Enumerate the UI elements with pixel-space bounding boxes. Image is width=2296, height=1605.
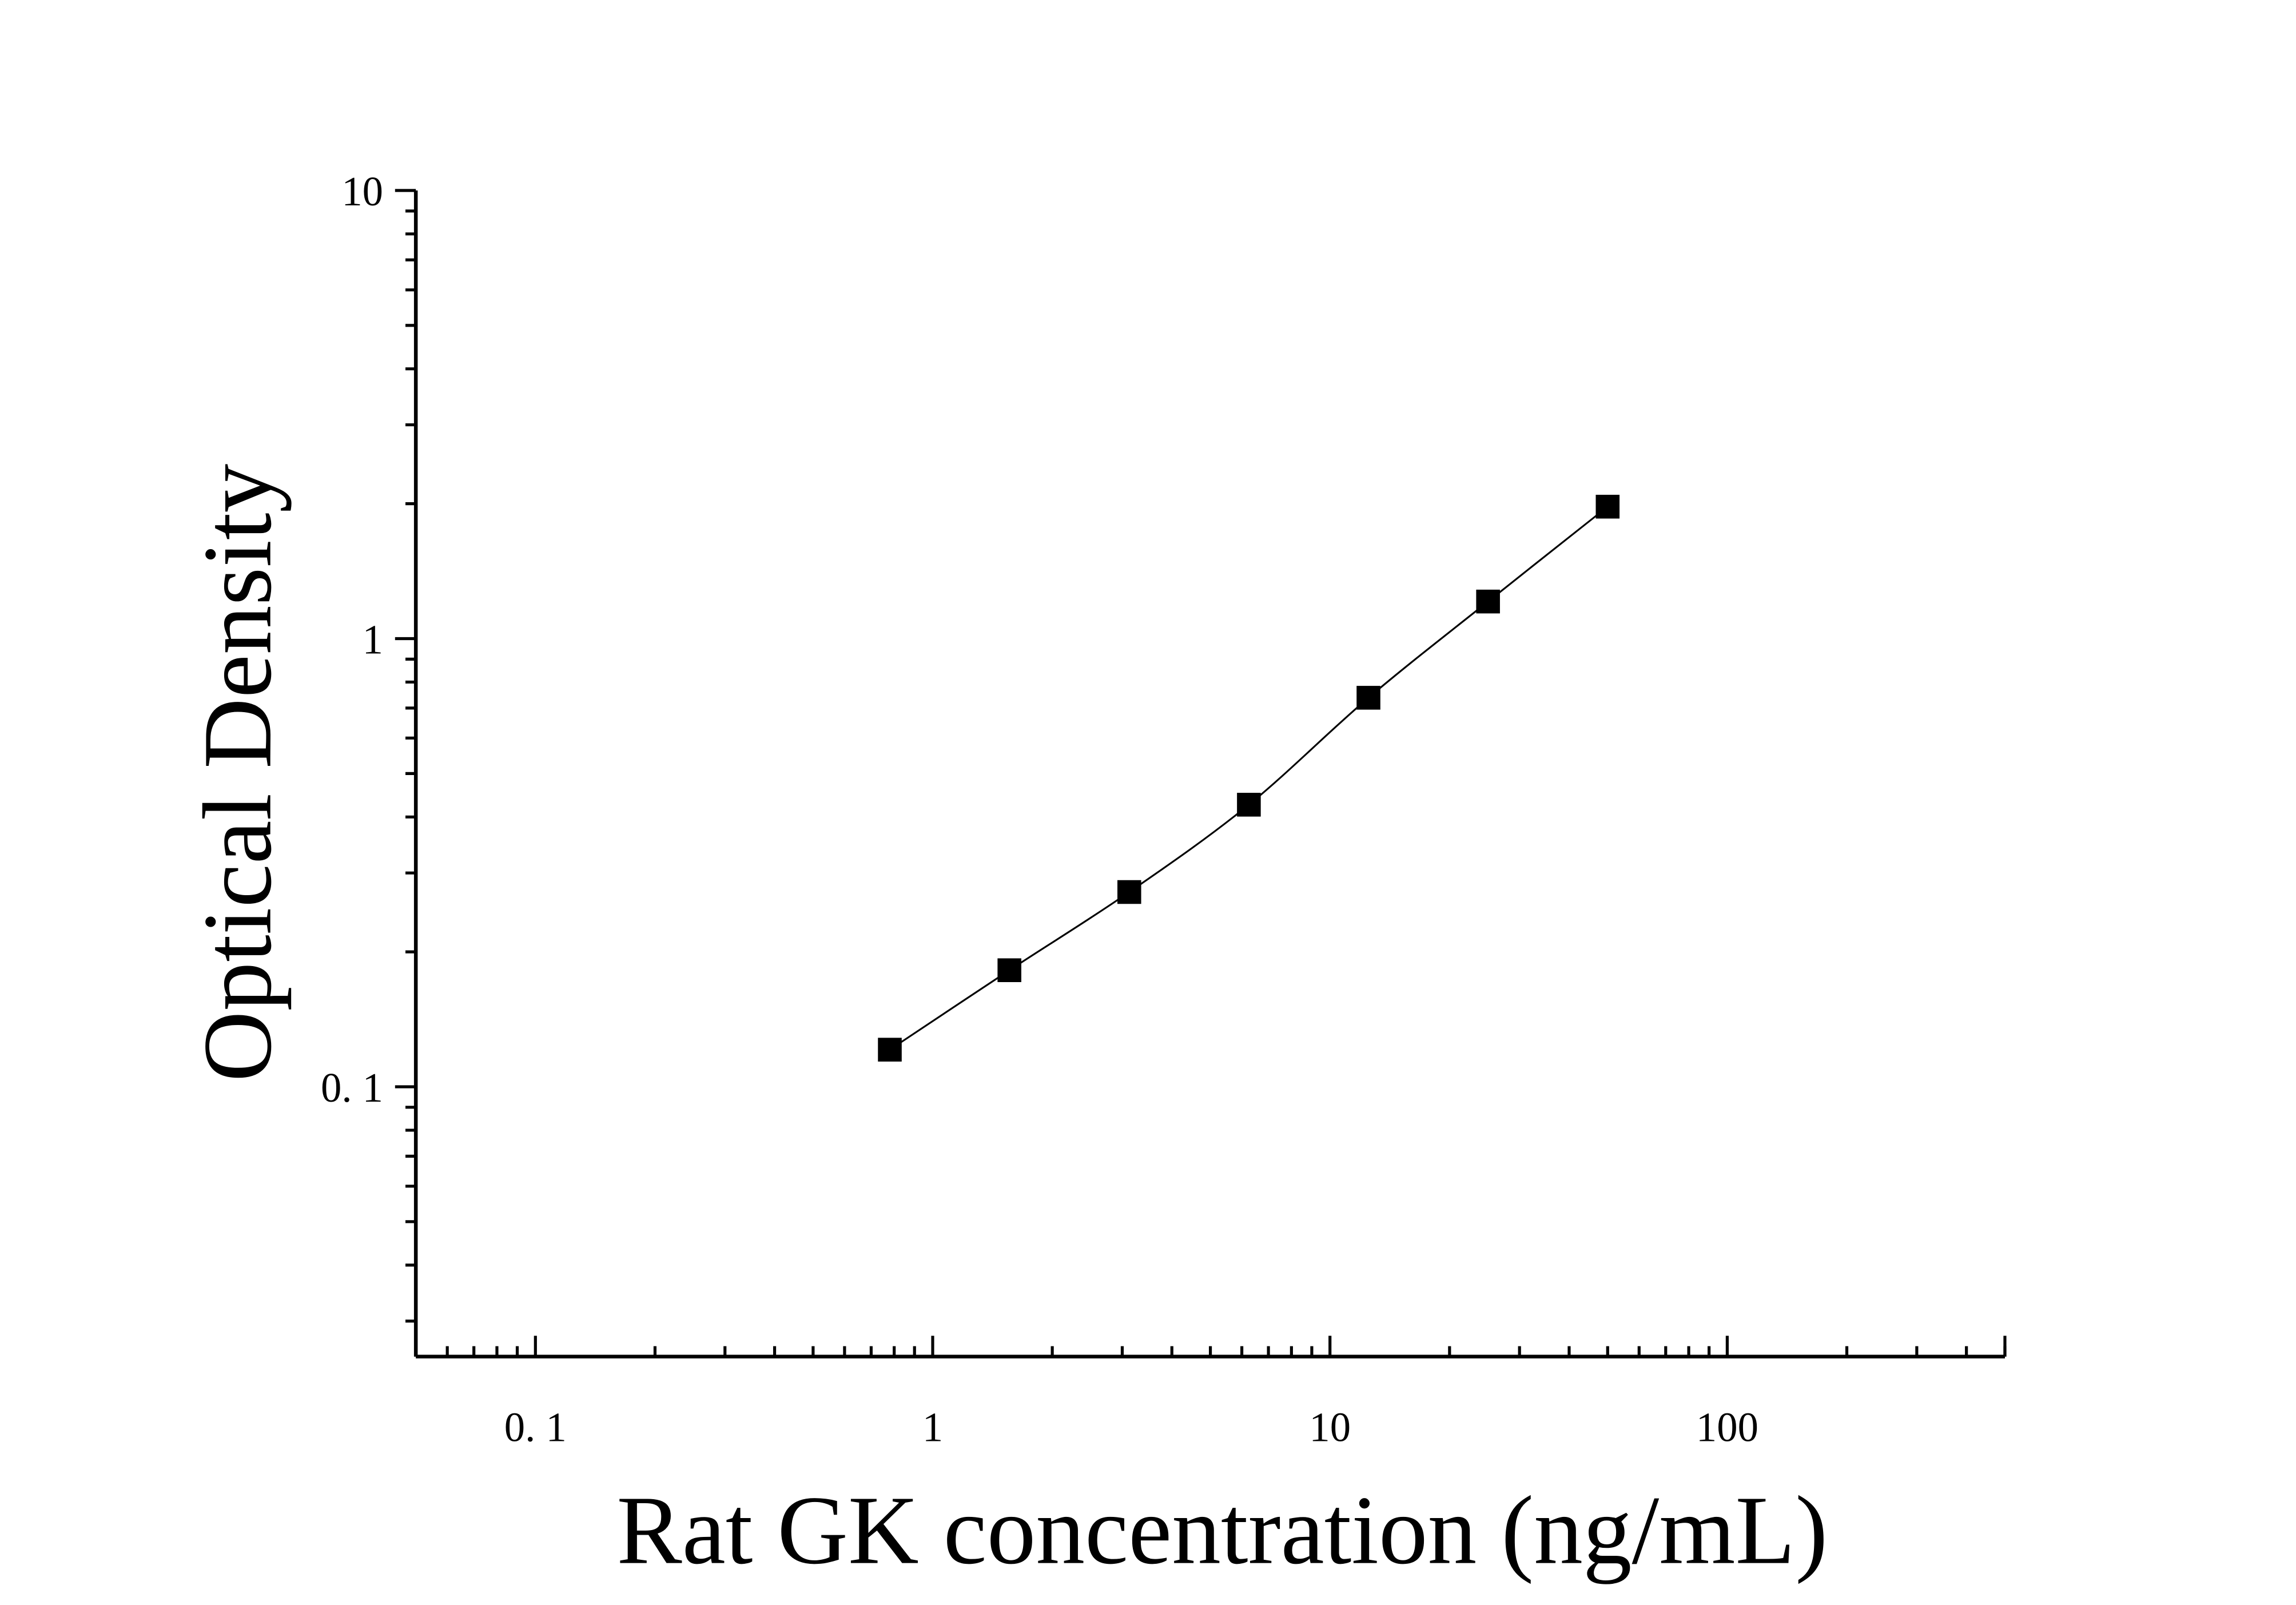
y-tick-label: 10 xyxy=(341,168,383,214)
y-axis-label: Optical Density xyxy=(184,464,292,1082)
y-tick-labels: 0. 1 1 10 xyxy=(321,168,383,1111)
x-tick-label: 10 xyxy=(1309,1404,1351,1451)
data-point xyxy=(1476,589,1500,614)
x-tick-label: 1 xyxy=(922,1404,943,1451)
data-point xyxy=(1356,686,1380,710)
data-point xyxy=(1117,880,1141,904)
data-point xyxy=(878,1038,902,1062)
x-tick-label: 100 xyxy=(1696,1404,1758,1451)
data-point xyxy=(1237,793,1261,817)
y-tick-label: 0. 1 xyxy=(321,1064,383,1111)
x-tick-labels: 0. 1 1 10 100 xyxy=(504,1404,1758,1451)
data-points xyxy=(878,495,1620,1062)
fit-curve xyxy=(889,506,1609,1051)
data-point xyxy=(997,958,1021,983)
y-tick-label: 1 xyxy=(363,616,383,662)
x-tick-label: 0. 1 xyxy=(504,1404,567,1451)
data-point xyxy=(1595,495,1620,519)
x-axis-label: Rat GK concentration (ng/mL) xyxy=(616,1476,1828,1585)
axes xyxy=(395,189,2007,1358)
